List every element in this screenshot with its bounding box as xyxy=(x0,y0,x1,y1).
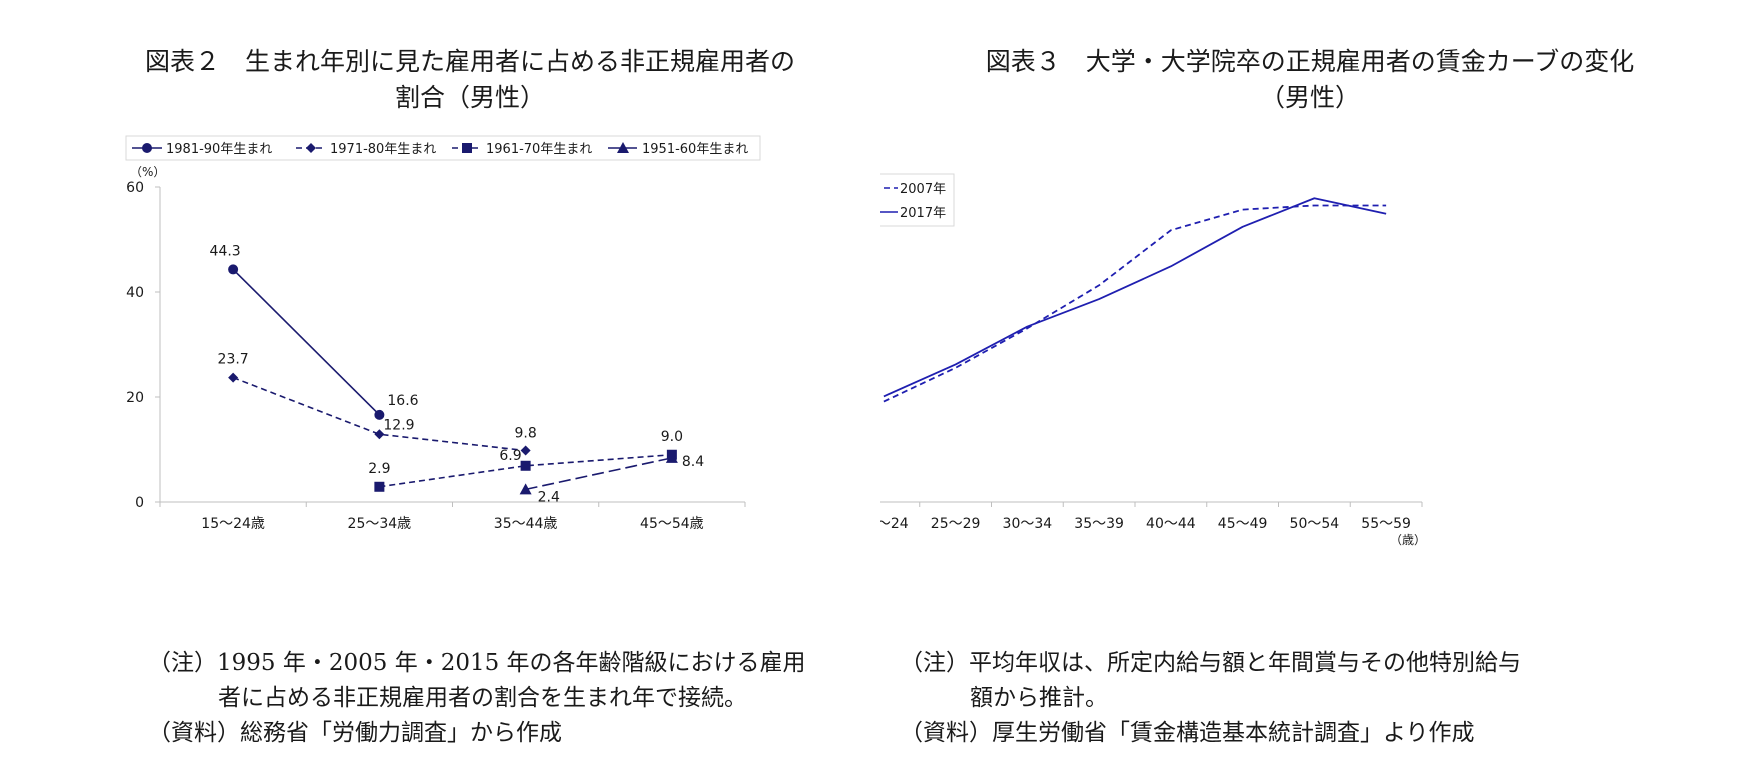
data-label-1-2: 9.8 xyxy=(514,426,536,442)
data-point-1-0 xyxy=(228,372,239,383)
x-tick-label-6: 50～54 xyxy=(1290,516,1340,532)
figure-2-notes: （注）1995 年・2005 年・2015 年の各年齢階級における雇用 者に占め… xyxy=(148,646,868,751)
nonregular-share-chart: 1981-90年生まれ 1971-80年生まれ 1961-70年生まれ 1951-60… xyxy=(125,135,761,532)
data-point-3-3 xyxy=(665,451,678,463)
series-line-0 xyxy=(232,268,380,416)
x-tick-label-7: 55～59 xyxy=(1361,516,1411,532)
data-label-2-2: 6.9 xyxy=(499,448,521,464)
y-axis-unit: （%） xyxy=(130,165,165,179)
x-axis-unit: （歳） xyxy=(1390,533,1426,547)
y-tick-label-0: 0 xyxy=(135,495,144,511)
figure-3-note-line-1: （注）平均年収は、所定内給与額と年間賞与その他特別給与 xyxy=(900,650,1521,676)
x-tick-label-2: 35～44歳 xyxy=(494,516,558,532)
data-label-1-1: 12.9 xyxy=(383,417,414,433)
x-tick-label-4: 40～44 xyxy=(1146,516,1196,532)
legend-label-3: 1951-60年生まれ xyxy=(642,142,748,157)
legend-label-0: 1981-90年生まれ xyxy=(166,142,272,157)
series-line-0 xyxy=(883,204,1387,403)
legend-marker-2 xyxy=(462,143,472,153)
x-tick-label-3: 45～54歳 xyxy=(640,516,704,532)
y-tick-label-1: 20 xyxy=(126,390,144,406)
x-tick-label-3: 35～39 xyxy=(1074,516,1124,532)
legend-label-1: 2017年 xyxy=(900,206,946,221)
data-point-0-0 xyxy=(228,264,239,275)
legend-box xyxy=(880,173,955,227)
series-line-2 xyxy=(379,453,672,488)
figure-3-title: 図表３ 大学・大学院卒の正規雇用者の賃金カーブの変化 （男性） xyxy=(880,44,1740,116)
figure-2-title-line-2: 割合（男性） xyxy=(394,83,545,112)
series-line-3 xyxy=(525,457,673,491)
legend-marker-3 xyxy=(617,142,629,153)
figure-2-source: （資料）総務省「労働力調査」から作成 xyxy=(148,720,562,746)
figure-2-title: 図表２ 生まれ年別に見た雇用者に占める非正規雇用者の 割合（男性） xyxy=(90,44,850,116)
figure-2-note-line-2: 者に占める非正規雇用者の割合を生まれ年で接続。 xyxy=(218,685,747,711)
x-tick-label-1: 25～29 xyxy=(931,516,981,532)
figure-3-source: （資料）厚生労働省「賃金構造基本統計調査」より作成 xyxy=(900,720,1475,746)
figure-2-panel: 図表２ 生まれ年別に見た雇用者に占める非正規雇用者の 割合（男性） 1981-9… xyxy=(90,44,868,751)
data-label-3-3: 8.4 xyxy=(682,454,704,470)
data-point-0-1 xyxy=(374,409,385,420)
figure-2-note-line-1: （注）1995 年・2005 年・2015 年の各年齢階級における雇用 xyxy=(148,650,806,676)
figure-2-title-line-1: 図表２ 生まれ年別に見た雇用者に占める非正規雇用者の xyxy=(144,47,795,76)
x-tick-label-0: 20～24 xyxy=(880,516,909,532)
x-tick-label-5: 45～49 xyxy=(1218,516,1268,532)
data-point-3-2 xyxy=(519,483,532,495)
data-label-2-1: 2.9 xyxy=(368,461,390,477)
data-label-3-2: 2.4 xyxy=(538,489,560,505)
data-label-0-0: 44.3 xyxy=(210,243,241,259)
legend-marker-1 xyxy=(306,143,316,153)
figure-3-panel: 図表３ 大学・大学院卒の正規雇用者の賃金カーブの変化 （男性） 02004006… xyxy=(880,0,1749,757)
series-line-1 xyxy=(232,376,526,452)
data-point-2-1 xyxy=(374,481,385,492)
data-point-1-1 xyxy=(374,429,385,440)
legend-label-0: 2007年 xyxy=(900,182,946,197)
series-line-1 xyxy=(883,197,1387,398)
legend-label-1: 1971-80年生まれ xyxy=(330,142,436,157)
y-tick-label-3: 60 xyxy=(126,180,144,196)
figure-3-note-line-2: 額から推計。 xyxy=(970,685,1108,711)
x-tick-label-0: 15～24歳 xyxy=(201,516,265,532)
x-tick-label-2: 30～34 xyxy=(1003,516,1053,532)
data-point-1-2 xyxy=(520,445,531,456)
wage-curve-chart: 0200400600800100020～2425～2930～3435～3940～… xyxy=(880,173,1426,547)
x-tick-label-1: 25～34歳 xyxy=(348,516,412,532)
y-tick-label-2: 40 xyxy=(126,285,144,301)
data-label-1-0: 23.7 xyxy=(218,352,249,368)
legend-label-2: 1961-70年生まれ xyxy=(486,142,592,157)
figure-3-title-line-2: （男性） xyxy=(1259,83,1360,112)
data-point-2-2 xyxy=(520,460,531,471)
figure-3-title-line-1: 図表３ 大学・大学院卒の正規雇用者の賃金カーブの変化 xyxy=(985,47,1635,76)
data-label-0-1: 16.6 xyxy=(387,393,418,409)
legend-marker-0 xyxy=(142,143,152,153)
legend-box xyxy=(125,135,761,161)
figure-3-notes: （注）平均年収は、所定内給与額と年間賞与その他特別給与 額から推計。 （資料）厚… xyxy=(900,646,1740,751)
data-label-2-3: 9.0 xyxy=(661,429,683,445)
